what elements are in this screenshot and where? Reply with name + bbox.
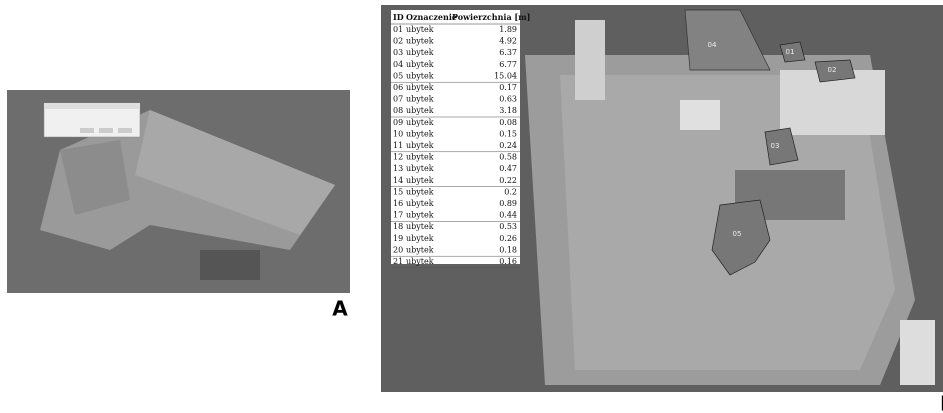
table-cell: ubytek [406, 106, 434, 115]
table-cell: 3.18 [499, 106, 517, 115]
table-cell: 06 [393, 83, 403, 92]
table-cell: 0.63 [499, 95, 517, 104]
table-cell: 0.58 [499, 153, 517, 162]
table-cell: 0.53 [499, 222, 517, 231]
polygon-label: 05 [733, 230, 742, 238]
table-cell: ubytek [406, 129, 434, 138]
table-header: Oznaczenie [406, 12, 457, 22]
table-cell: ubytek [406, 176, 434, 185]
table-cell: 04 [393, 60, 403, 69]
table-cell: 0.16 [499, 257, 517, 266]
table-cell: ubytek [406, 222, 434, 231]
table-cell: 09 [393, 118, 403, 127]
table-cell: ubytek [406, 37, 434, 46]
table-cell: 15 [393, 187, 403, 196]
table-cell: ubytek [406, 118, 434, 127]
photo-a [7, 90, 350, 293]
table-cell: ubytek [406, 199, 434, 208]
polygon-label: 02 [828, 66, 837, 74]
table-cell: ubytek [406, 48, 434, 57]
table-cell: ubytek [406, 245, 434, 254]
table-cell: ubytek [406, 25, 434, 34]
table-cell: ubytek [406, 60, 434, 69]
table-cell: ubytek [406, 187, 434, 196]
table-cell: 12 [393, 153, 403, 162]
table-cell: 0.17 [499, 83, 517, 92]
panel-label: A [332, 297, 348, 321]
table-cell: 0.08 [499, 118, 517, 127]
table-cell: 0.47 [499, 164, 517, 173]
table-cell: 0.22 [499, 176, 517, 185]
table-header: ID [393, 12, 404, 22]
table-cell: 6.37 [499, 48, 517, 57]
table-cell: 13 [393, 164, 403, 173]
table-cell: 11 [393, 141, 403, 150]
table-cell: ubytek [406, 95, 434, 104]
table-cell: 4.92 [499, 37, 517, 46]
polygon-label: 03 [771, 142, 780, 150]
table-cell: 05 [393, 71, 403, 80]
table-cell: 02 [393, 37, 403, 46]
table-cell: ubytek [406, 257, 434, 266]
table-cell: 15.04 [494, 71, 517, 80]
figure: A 0102030405 B IDOznaczeniePowierzchnia … [0, 0, 943, 413]
table-cell: 07 [393, 95, 403, 104]
table-cell: 10 [393, 129, 403, 138]
polygon-label: 01 [786, 48, 795, 56]
table-cell: 0.26 [499, 234, 517, 243]
table-cell: 08 [393, 106, 403, 115]
table-cell: 16 [393, 199, 403, 208]
table-cell: ubytek [406, 141, 434, 150]
table-cell: ubytek [406, 83, 434, 92]
table-cell: 21 [393, 257, 403, 266]
table-cell: 14 [393, 176, 403, 185]
table-cell: 0.44 [499, 211, 517, 220]
table-cell: 0.2 [504, 187, 517, 196]
table-cell: 1.89 [499, 25, 517, 34]
table-cell: ubytek [406, 71, 434, 80]
table-cell: 17 [393, 211, 403, 220]
polygon-label: 04 [708, 41, 717, 49]
table-cell: ubytek [406, 234, 434, 243]
table-cell: 18 [393, 222, 403, 231]
table-cell: 0.18 [499, 245, 517, 254]
table-cell: ubytek [406, 153, 434, 162]
table-cell: 20 [393, 245, 403, 254]
table-cell: 0.15 [499, 129, 517, 138]
table-cell: 0.24 [499, 141, 517, 150]
table-cell: ubytek [406, 211, 434, 220]
table-header: Powierzchnia [m] [452, 12, 530, 22]
table-cell: 0.89 [499, 199, 517, 208]
table-cell: 19 [393, 234, 403, 243]
table-cell: 6.77 [499, 60, 517, 69]
table-cell: 03 [393, 48, 403, 57]
table-cell: 01 [393, 25, 403, 34]
table-cell: ubytek [406, 164, 434, 173]
